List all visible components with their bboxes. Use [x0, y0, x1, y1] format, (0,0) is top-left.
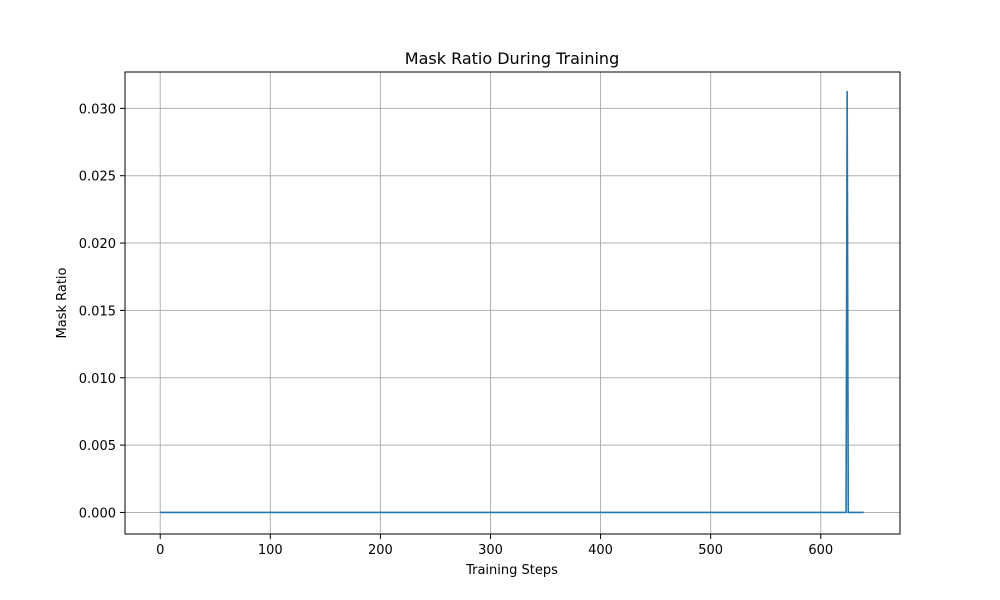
x-axis-ticks: 0 100 200 300 400 500 600	[156, 534, 833, 558]
x-tick-label: 500	[698, 543, 723, 558]
y-tick-label: 0.020	[79, 237, 116, 252]
y-tick-label: 0.005	[79, 439, 116, 454]
x-tick-label: 400	[588, 543, 613, 558]
y-tick-label: 0.030	[79, 102, 116, 117]
y-tick-label: 0.025	[79, 170, 116, 185]
x-tick-label: 200	[368, 543, 393, 558]
series-line	[160, 90, 864, 514]
y-tick-label: 0.010	[79, 372, 116, 387]
grid	[125, 72, 900, 534]
x-axis-label: Training Steps	[465, 563, 558, 578]
y-tick-label: 0.015	[79, 304, 116, 319]
series-layer	[160, 90, 864, 514]
y-axis-label: Mask Ratio	[55, 267, 70, 338]
x-tick-label: 100	[258, 543, 283, 558]
x-tick-label: 600	[808, 543, 833, 558]
x-tick-label: 0	[156, 543, 164, 558]
chart-title: Mask Ratio During Training	[405, 49, 619, 68]
y-axis-ticks: 0.000 0.005 0.010 0.015 0.020 0.025 0.030	[79, 102, 125, 521]
plot-area-frame	[124, 71, 901, 535]
y-tick-label: 0.000	[79, 506, 116, 521]
x-tick-label: 300	[478, 543, 503, 558]
